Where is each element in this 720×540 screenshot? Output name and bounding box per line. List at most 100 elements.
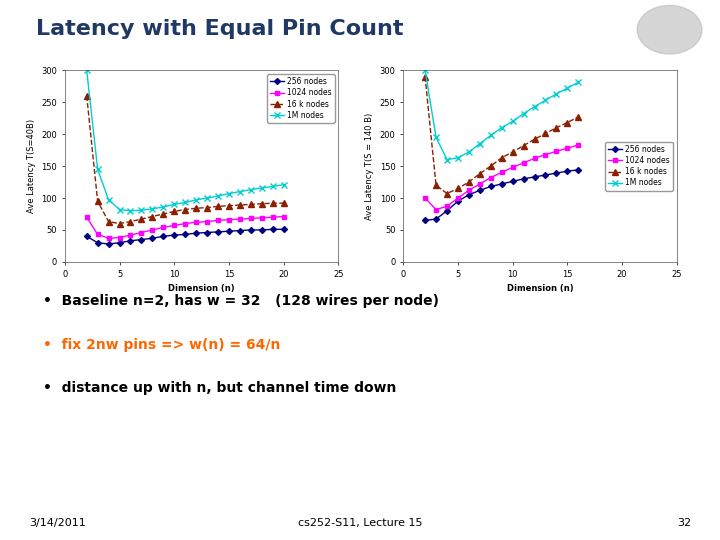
1024 nodes [420,195,429,201]
256 nodes [246,227,255,233]
1024 nodes [530,155,539,161]
1M nodes [464,148,473,155]
1M nodes [454,154,462,161]
16 k nodes [225,202,233,209]
256 nodes [420,217,429,224]
1024 nodes [104,235,113,241]
1M nodes [443,157,451,163]
1M nodes [82,67,91,73]
Text: 3/14/2011: 3/14/2011 [29,518,86,528]
1M nodes [170,201,179,207]
1024 nodes [235,216,244,222]
1M nodes [137,207,145,213]
1M nodes [258,185,266,191]
1024 nodes [269,214,277,220]
256 nodes [432,216,441,222]
16 k nodes [475,171,484,177]
1024 nodes [225,217,233,223]
1M nodes [269,183,277,190]
256 nodes [475,187,484,193]
16 k nodes [563,119,572,126]
Legend: 256 nodes, 1024 nodes, 16 k nodes, 1M nodes: 256 nodes, 1024 nodes, 16 k nodes, 1M no… [606,141,673,191]
1M nodes [148,206,157,212]
1M nodes [159,204,168,210]
1M nodes [192,197,200,203]
1M nodes [126,207,135,214]
Y-axis label: Ave Latency T(S=40B): Ave Latency T(S=40B) [27,119,36,213]
256 nodes [279,226,288,233]
16 k nodes [148,213,157,220]
1024 nodes [82,214,91,220]
16 k nodes [279,200,288,206]
1M nodes [94,166,102,172]
1M nodes [115,206,124,213]
1024 nodes [508,164,517,171]
256 nodes [192,230,200,237]
1024 nodes [170,222,179,229]
Text: •  Baseline n=2, has w = 32   (128 wires per node): • Baseline n=2, has w = 32 (128 wires pe… [43,294,439,308]
256 nodes [519,176,528,182]
256 nodes [203,230,212,236]
Text: Latency with Equal Pin Count: Latency with Equal Pin Count [36,19,403,39]
16 k nodes [126,218,135,225]
Line: 16 k nodes: 16 k nodes [84,93,287,226]
256 nodes [454,198,462,205]
1024 nodes [443,203,451,210]
1M nodes [475,140,484,147]
256 nodes [126,238,135,244]
1M nodes [203,195,212,201]
16 k nodes [170,208,179,215]
1M nodes [508,118,517,125]
1M nodes [279,181,288,188]
1M nodes [552,91,561,97]
1024 nodes [519,160,528,166]
16 k nodes [487,163,495,169]
1M nodes [563,85,572,91]
256 nodes [235,227,244,234]
256 nodes [464,192,473,198]
1M nodes [519,110,528,117]
1024 nodes [181,220,189,227]
Line: 1M nodes: 1M nodes [84,68,287,213]
Line: 1024 nodes: 1024 nodes [85,214,286,240]
1M nodes [541,97,550,104]
16 k nodes [181,206,189,213]
16 k nodes [82,92,91,99]
16 k nodes [432,182,441,188]
1024 nodes [563,145,572,151]
1024 nodes [115,234,124,241]
X-axis label: Dimension (n): Dimension (n) [507,284,573,293]
16 k nodes [574,113,582,120]
Line: 256 nodes: 256 nodes [85,227,286,246]
1M nodes [214,193,222,199]
16 k nodes [137,216,145,222]
16 k nodes [530,136,539,143]
16 k nodes [235,202,244,208]
256 nodes [541,172,550,178]
1M nodes [246,186,255,193]
1M nodes [498,124,506,131]
1024 nodes [214,217,222,224]
256 nodes [258,227,266,233]
Text: 32: 32 [677,518,691,528]
16 k nodes [159,211,168,217]
256 nodes [487,183,495,190]
1024 nodes [94,231,102,238]
16 k nodes [443,190,451,197]
1024 nodes [203,218,212,225]
16 k nodes [258,200,266,207]
256 nodes [530,174,539,180]
16 k nodes [104,218,113,225]
16 k nodes [246,201,255,207]
Legend: 256 nodes, 1024 nodes, 16 k nodes, 1M nodes: 256 nodes, 1024 nodes, 16 k nodes, 1M no… [267,74,335,123]
1024 nodes [159,224,168,231]
1024 nodes [137,230,145,236]
1024 nodes [192,219,200,226]
1M nodes [235,188,244,195]
16 k nodes [552,124,561,131]
1M nodes [487,132,495,139]
1M nodes [574,79,582,85]
256 nodes [563,168,572,174]
1M nodes [181,199,189,206]
Line: 256 nodes: 256 nodes [423,168,580,222]
